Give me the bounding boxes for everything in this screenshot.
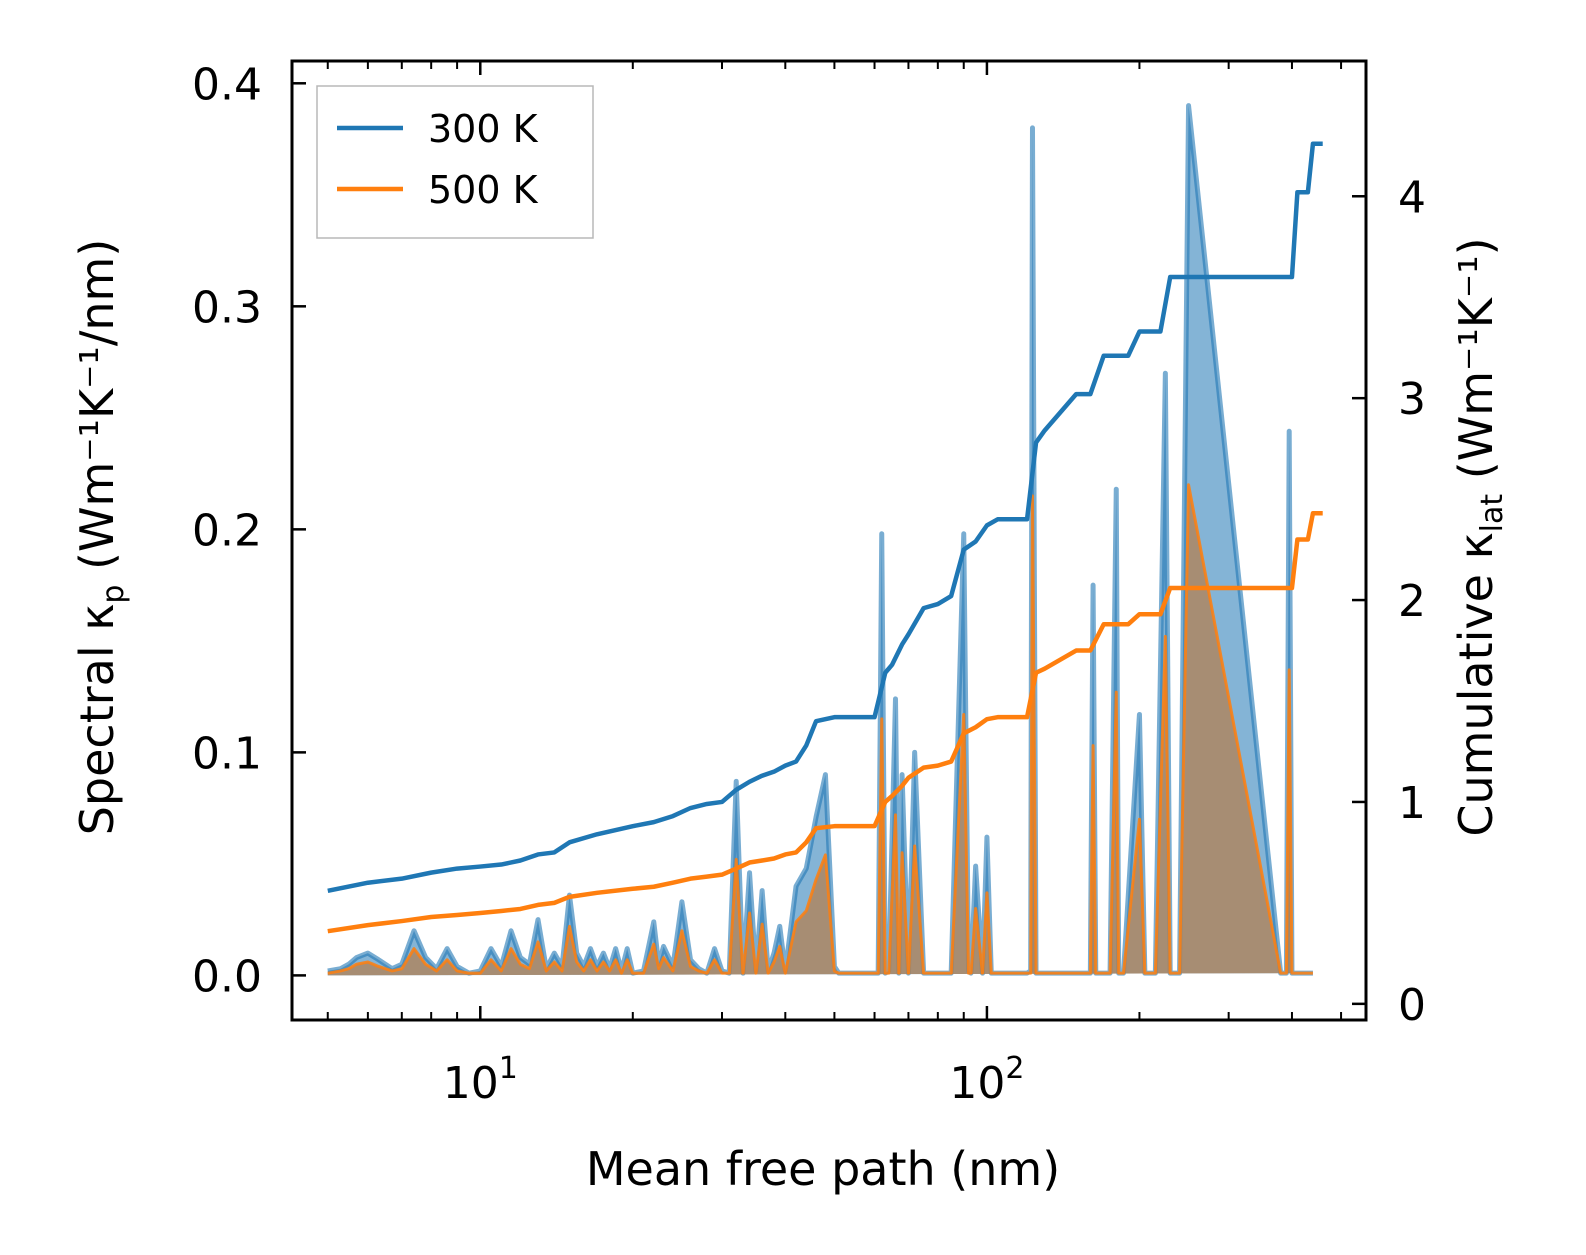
- y-right-tick-label: 1: [1398, 778, 1426, 829]
- x-axis-title: Mean free path (nm): [586, 1142, 1060, 1196]
- x-tick-label: 102: [949, 1051, 1024, 1109]
- spectral-line-500k: [327, 483, 1313, 975]
- cumulative-series-layer: [327, 141, 1323, 934]
- y-axis-left-title: Spectral κp (Wm⁻¹K⁻¹/nm): [70, 239, 131, 836]
- legend-frame: [316, 85, 594, 239]
- cumulative-line-500k: [327, 510, 1323, 934]
- x-tick-label: 101: [443, 1051, 518, 1109]
- axes: 0.0 0.1 0.2 0.3 0.4 0 1 2 3 4 101 102: [192, 59, 1426, 1109]
- y-right-tick-label: 0: [1398, 980, 1426, 1031]
- y-left-tick-label: 0.2: [192, 505, 262, 556]
- y-left-tick-label: 0.1: [192, 728, 262, 779]
- plot-frame: [290, 59, 1368, 1022]
- y-axis-right-title: Cumulative κlat (Wm⁻¹K⁻¹): [1449, 237, 1510, 836]
- y-right-tick-label: 4: [1398, 172, 1426, 223]
- y-left-tick-label: 0.0: [192, 951, 262, 1002]
- y-right-tick-label: 2: [1398, 576, 1426, 627]
- y-right-tick-label: 3: [1398, 374, 1426, 425]
- spectral-series-layer: [327, 103, 1313, 976]
- legend-label-500k: 500 K: [428, 168, 539, 212]
- y-left-tick-label: 0.4: [192, 59, 262, 110]
- y-left-tick-label: 0.3: [192, 282, 262, 333]
- legend-label-300k: 300 K: [428, 107, 539, 151]
- cumulative-line-300k: [327, 141, 1323, 893]
- legend: 300 K 500 K: [316, 85, 594, 239]
